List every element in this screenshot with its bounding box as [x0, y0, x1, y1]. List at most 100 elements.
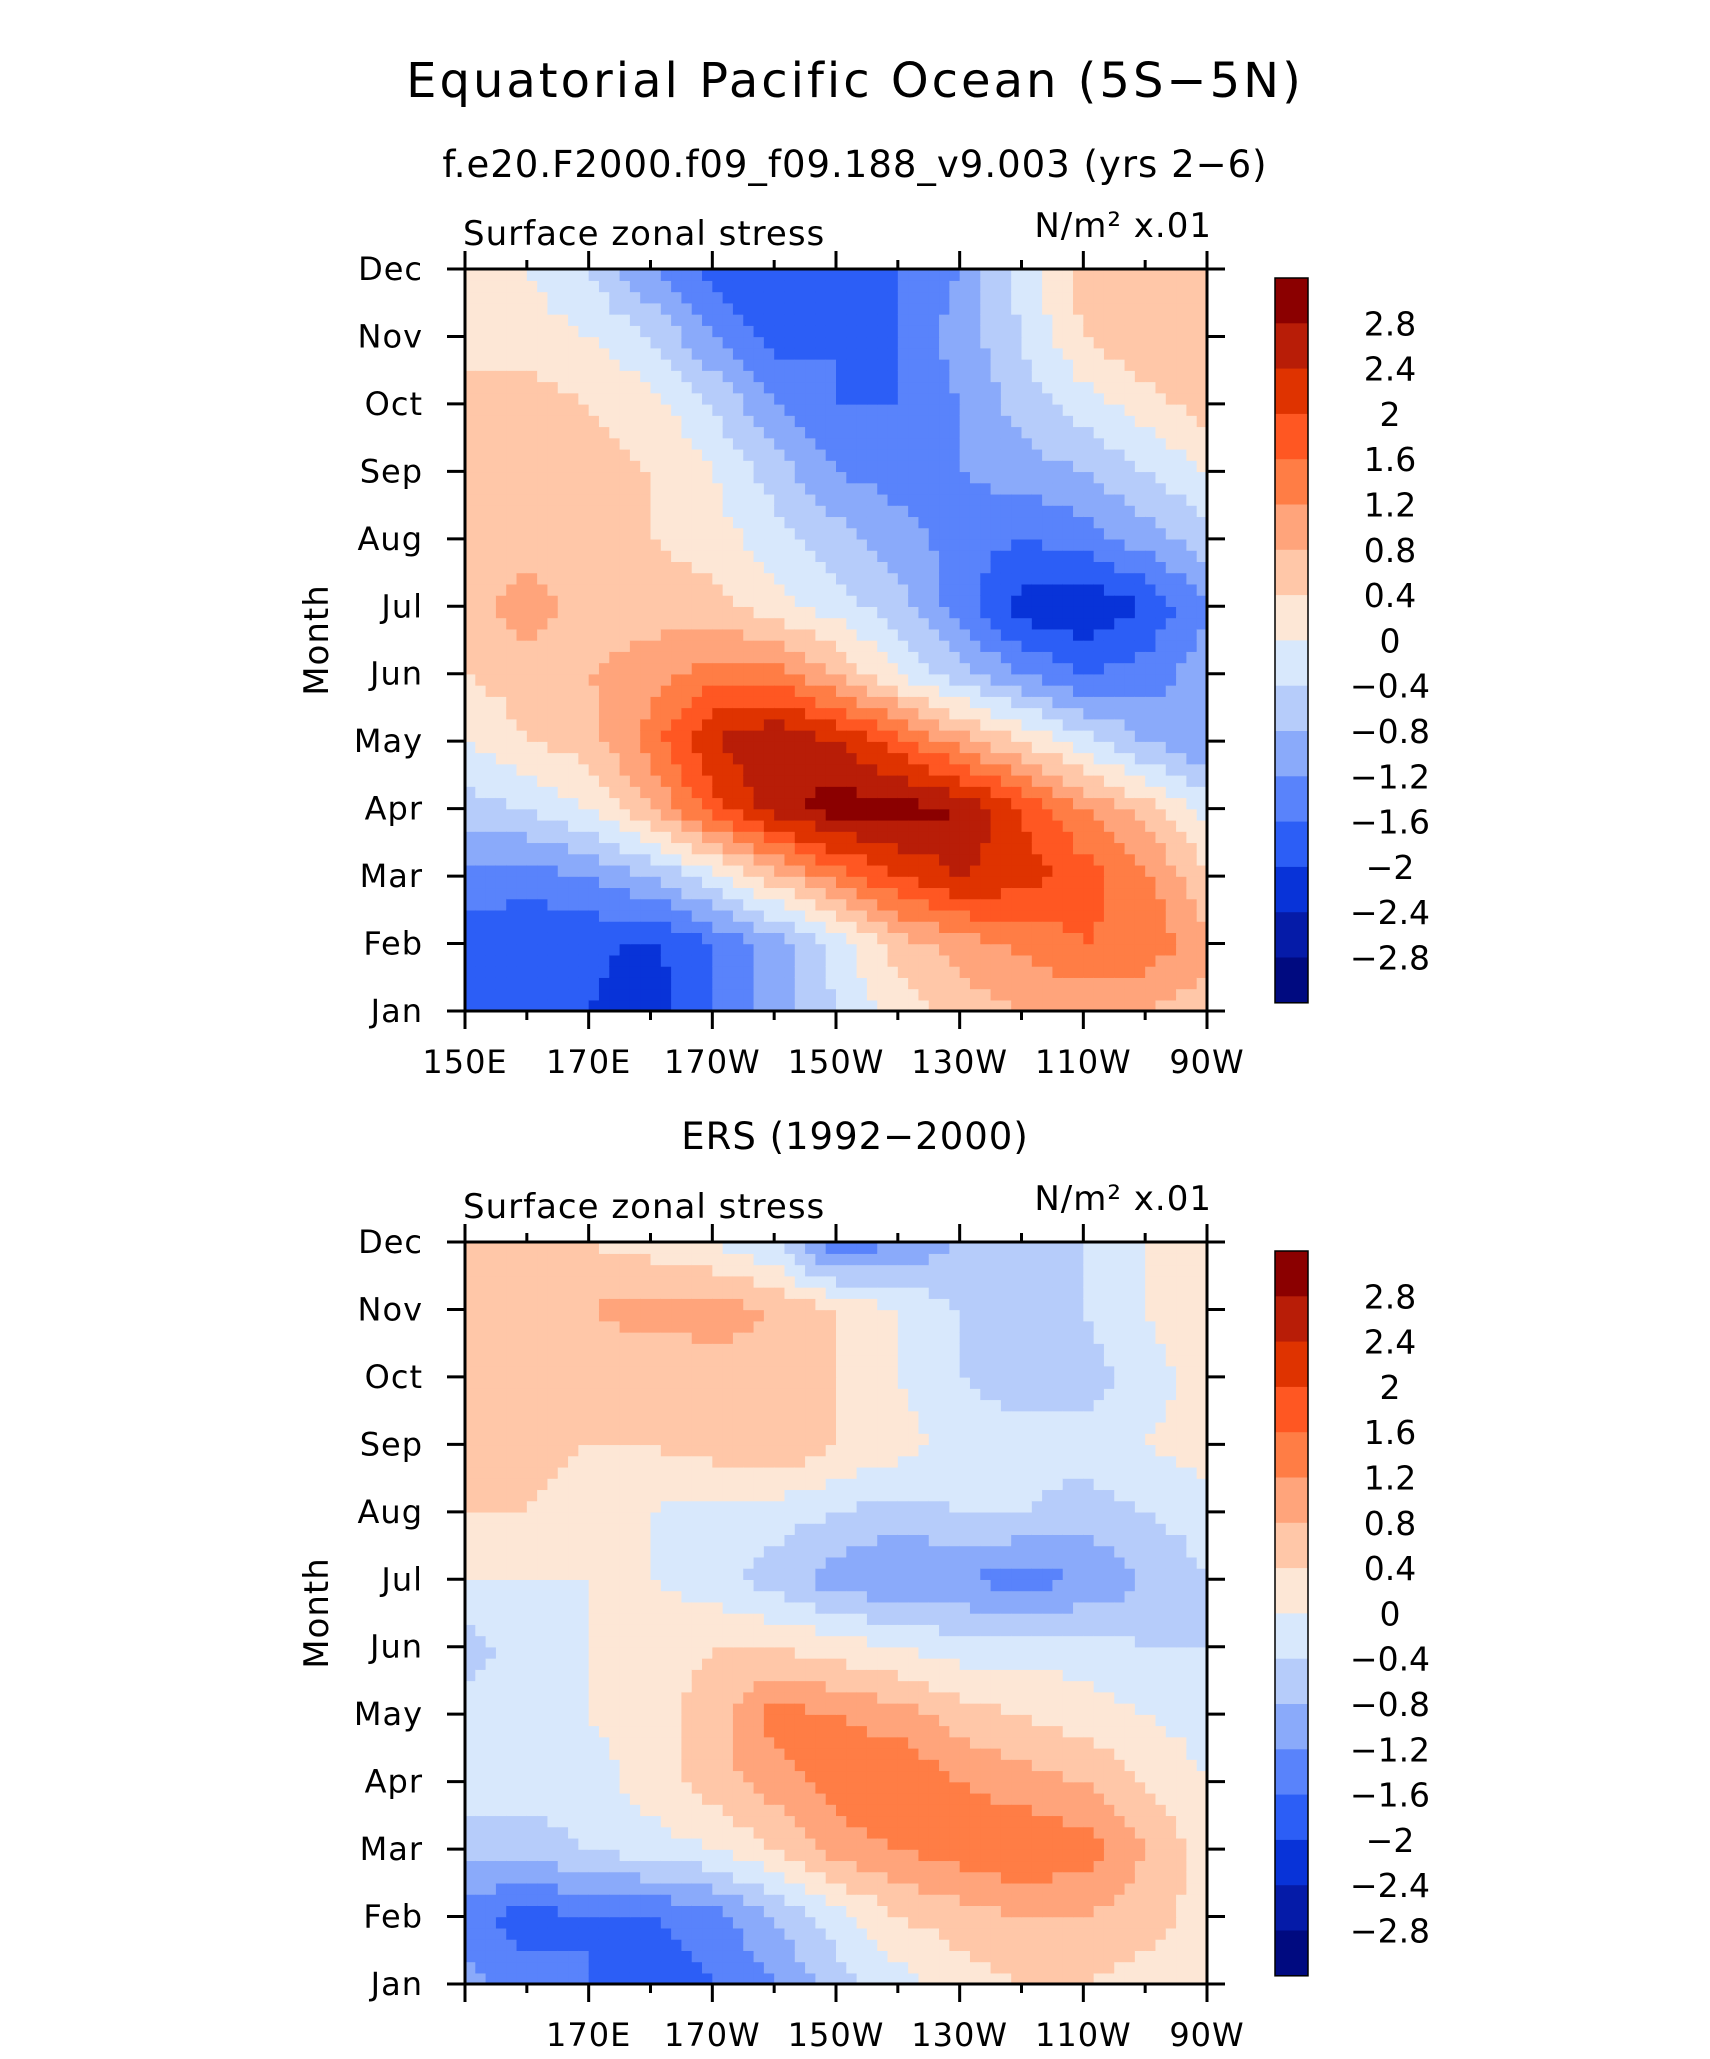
heatmap-cell: [619, 561, 631, 574]
heatmap-cell: [557, 325, 569, 338]
heatmap-cell: [918, 358, 930, 371]
heatmap-cell: [650, 909, 662, 922]
heatmap-cell: [1186, 403, 1198, 416]
heatmap-cell: [969, 302, 981, 315]
heatmap-cell: [825, 977, 837, 990]
heatmap-cell: [969, 460, 981, 473]
heatmap-cell: [660, 493, 672, 506]
heatmap-cell: [495, 1961, 507, 1974]
heatmap-cell: [815, 651, 827, 664]
heatmap-cell: [568, 1961, 580, 1974]
heatmap-cell: [516, 403, 528, 416]
heatmap-cell: [640, 561, 652, 574]
heatmap-cell: [980, 876, 992, 889]
heatmap-cell: [712, 595, 724, 607]
heatmap-cell: [1124, 651, 1136, 664]
heatmap-cell: [702, 831, 714, 844]
heatmap-cell: [959, 595, 971, 607]
heatmap-cell: [1165, 437, 1177, 450]
heatmap-cell: [939, 572, 951, 585]
heatmap-cell: [516, 493, 528, 506]
heatmap-cell: [1011, 370, 1023, 383]
heatmap-cell: [578, 1939, 590, 1951]
heatmap-cell: [877, 966, 889, 978]
heatmap-cell: [629, 1961, 641, 1974]
heatmap-cell: [1134, 819, 1146, 832]
heatmap-cell: [537, 471, 549, 484]
heatmap-cell: [939, 381, 951, 394]
heatmap-cell: [485, 370, 497, 383]
heatmap-cell: [743, 628, 755, 641]
heatmap-cell: [1176, 943, 1188, 956]
heatmap-cell: [949, 493, 961, 506]
heatmap-cell: [609, 358, 621, 371]
heatmap-cell: [526, 313, 538, 326]
heatmap-cell: [928, 853, 940, 866]
heatmap-cell: [1073, 932, 1085, 945]
heatmap-cell: [629, 808, 641, 821]
heatmap-cell: [712, 909, 724, 922]
heatmap-cell: [1145, 392, 1157, 405]
heatmap-cell: [815, 943, 827, 956]
heatmap-cell: [495, 696, 507, 709]
heatmap-cell: [1000, 831, 1012, 844]
heatmap-cell: [959, 763, 971, 776]
heatmap-cell: [557, 269, 569, 281]
heatmap-cell: [598, 291, 610, 304]
heatmap-cell: [928, 415, 940, 428]
heatmap-cell: [887, 482, 899, 495]
heatmap-cell: [702, 954, 714, 967]
heatmap-cell: [794, 640, 806, 652]
heatmap-cell: [1186, 853, 1198, 866]
heatmap-cell: [1042, 471, 1054, 484]
heatmap-cell: [609, 819, 621, 832]
heatmap-cell: [887, 550, 899, 562]
heatmap-cell: [598, 876, 610, 889]
heatmap-cell: [598, 617, 610, 630]
heatmap-cell: [619, 707, 631, 720]
heatmap-cell: [732, 280, 744, 293]
heatmap-cell: [990, 392, 1002, 405]
heatmap-cell: [516, 370, 528, 383]
heatmap-cell: [836, 448, 848, 461]
heatmap-cell: [485, 471, 497, 484]
heatmap-cell: [1196, 831, 1208, 844]
heatmap-cell: [990, 325, 1002, 338]
heatmap-cell: [526, 853, 538, 866]
heatmap-cell: [475, 988, 487, 1001]
y-tick-label: Nov: [358, 317, 423, 355]
heatmap-cell: [598, 864, 610, 877]
heatmap-cell: [691, 696, 703, 709]
heatmap-cell: [1103, 538, 1115, 551]
heatmap-cell: [526, 527, 538, 540]
heatmap-cell: [939, 977, 951, 990]
heatmap-cell: [1062, 336, 1074, 349]
heatmap-cell: [969, 707, 981, 720]
heatmap-cell: [557, 673, 569, 686]
heatmap-cell: [815, 606, 827, 619]
heatmap-cell: [1155, 606, 1167, 619]
heatmap-cell: [1145, 538, 1157, 551]
heatmap-cell: [568, 1916, 580, 1929]
heatmap-cell: [681, 921, 693, 933]
heatmap-cell: [1186, 370, 1198, 383]
heatmap-cell: [588, 336, 600, 349]
heatmap-cell: [836, 786, 848, 799]
heatmap-cell: [1083, 729, 1095, 742]
heatmap-cell: [495, 313, 507, 326]
heatmap-cell: [897, 572, 909, 585]
heatmap-cell: [856, 426, 868, 439]
heatmap-cell: [702, 370, 714, 383]
heatmap-cell: [547, 864, 559, 877]
heatmap-cell: [1196, 583, 1208, 596]
heatmap-cell: [465, 977, 477, 990]
heatmap-cell: [1134, 943, 1146, 956]
heatmap-cell: [557, 1950, 569, 1963]
heatmap-cell: [877, 538, 889, 551]
heatmap-cell: [897, 651, 909, 664]
heatmap-cell: [609, 662, 621, 675]
heatmap-cell: [578, 460, 590, 473]
heatmap-cell: [681, 808, 693, 821]
heatmap-cell: [1093, 898, 1105, 911]
heatmap-cell: [1000, 313, 1012, 326]
